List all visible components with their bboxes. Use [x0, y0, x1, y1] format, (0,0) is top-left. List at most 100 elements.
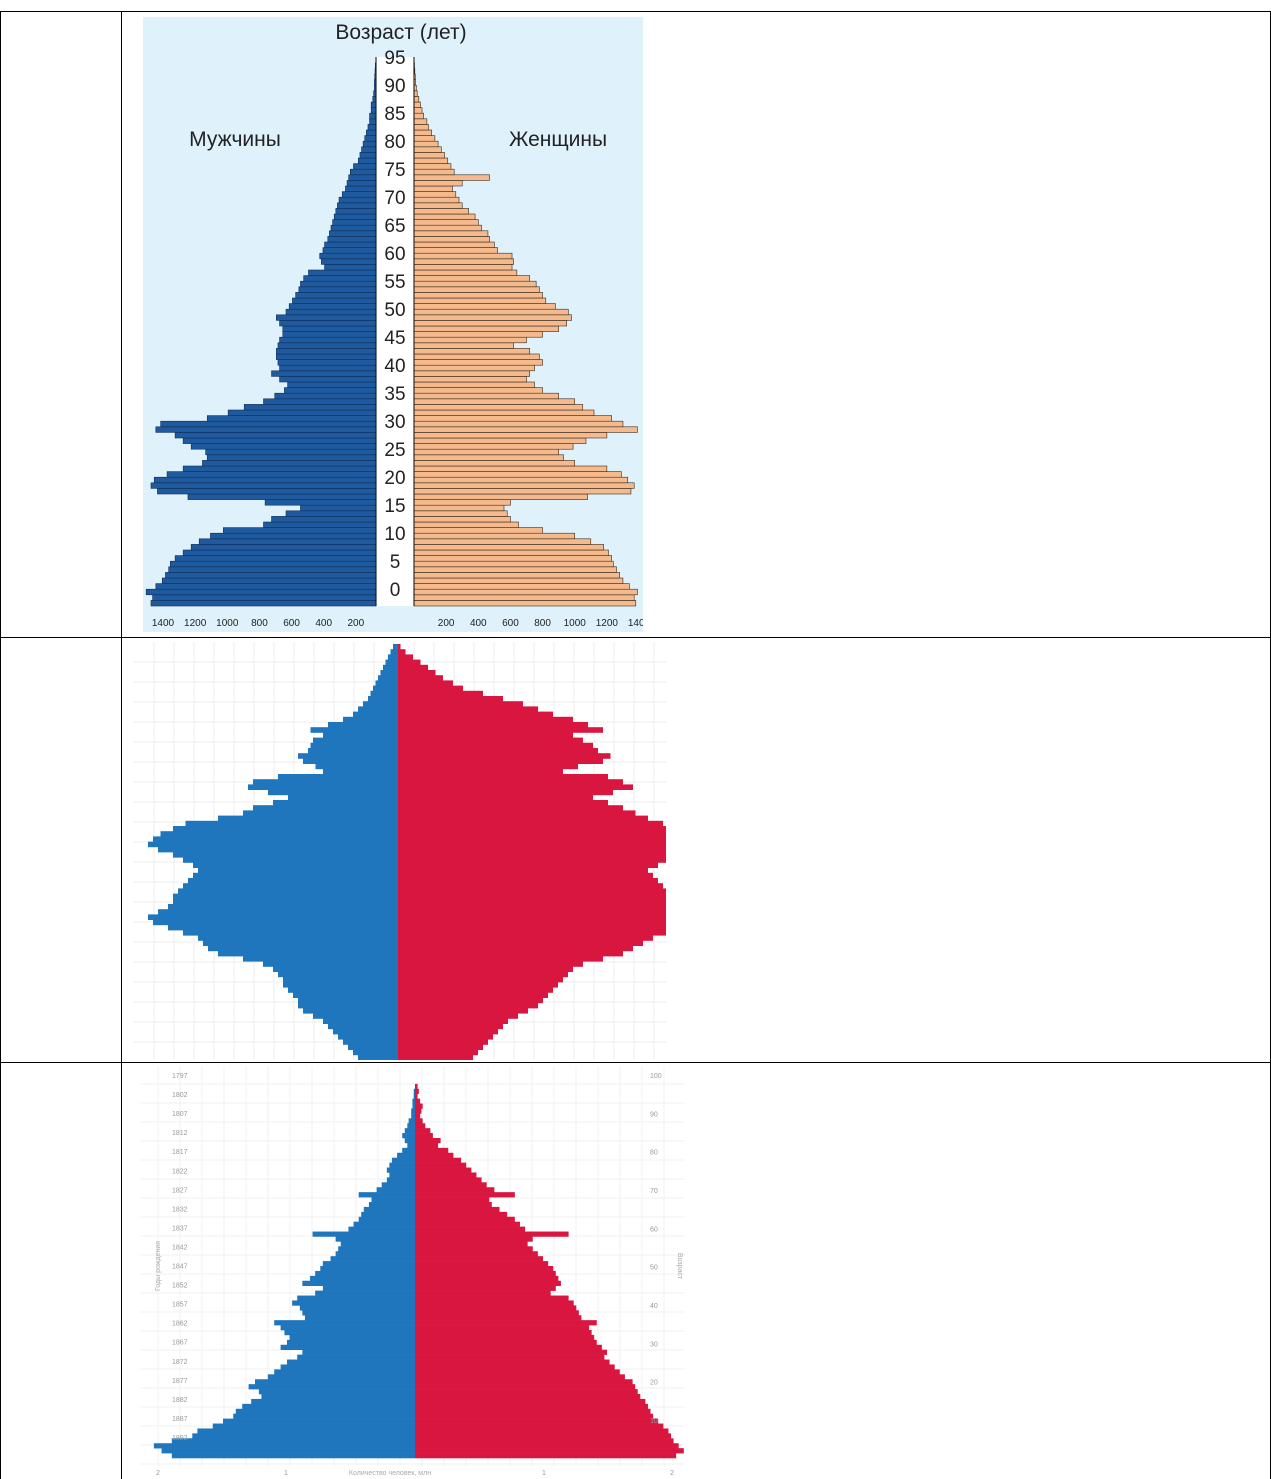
female-bar	[413, 135, 436, 142]
female-bar	[398, 701, 523, 707]
female-bar	[415, 1379, 633, 1385]
female-bar	[398, 898, 666, 905]
female-bar	[413, 437, 587, 444]
female-bar	[398, 862, 658, 868]
female-bar	[413, 577, 624, 584]
male-bar	[353, 1221, 415, 1227]
female-bar	[413, 482, 635, 489]
left-axis-label: 1882	[172, 1397, 188, 1404]
male-bar	[353, 163, 377, 170]
female-bar	[413, 342, 514, 349]
female-bar	[398, 727, 603, 733]
female-bar	[413, 314, 572, 321]
female-bar	[415, 1167, 472, 1173]
male-bar	[223, 1418, 415, 1424]
age-tick-label: 60	[384, 244, 405, 265]
female-bar	[415, 1177, 482, 1183]
male-bar	[369, 112, 377, 120]
male-bar	[358, 1192, 415, 1198]
female-bar	[398, 976, 563, 983]
x-tick-label: 200	[348, 618, 365, 629]
female-bar	[415, 1246, 533, 1252]
male-bar	[263, 961, 398, 967]
male-bar	[183, 857, 398, 863]
male-bar	[413, 1088, 415, 1094]
male-bar	[190, 443, 377, 450]
male-bar	[303, 275, 377, 282]
male-bar	[390, 649, 398, 655]
female-bar	[413, 348, 531, 355]
male-bar	[303, 1008, 398, 1014]
male-bar	[233, 1413, 415, 1419]
female-bar	[398, 654, 413, 660]
female-bar	[398, 748, 598, 754]
male-bar	[338, 1246, 415, 1252]
right-axis-label: 50	[650, 1265, 658, 1272]
right-axis-label: 10	[650, 1418, 658, 1425]
female-bar	[413, 258, 514, 265]
female-bar	[415, 1093, 418, 1099]
male-bar	[276, 314, 377, 321]
male-bar	[332, 219, 377, 226]
male-bar	[413, 1093, 415, 1099]
male-bar	[389, 1172, 415, 1178]
female-bar	[413, 140, 439, 148]
female-bar	[413, 107, 423, 114]
female-bar	[398, 852, 666, 858]
female-bar	[413, 364, 535, 372]
female-bar	[415, 1408, 651, 1414]
male-bar	[173, 852, 398, 858]
female-bar	[398, 753, 611, 759]
male-bar	[288, 794, 398, 801]
male-bar	[297, 1354, 415, 1360]
female-bar	[415, 1103, 423, 1109]
x-tick-label: 1000	[564, 618, 587, 629]
x-tick-label: 2	[156, 1470, 160, 1477]
male-bar	[361, 146, 377, 153]
male-bar	[335, 1251, 415, 1257]
female-bar	[398, 940, 643, 946]
male-bar	[243, 404, 377, 411]
male-bar	[380, 670, 398, 676]
female-bar	[398, 763, 578, 770]
female-bar	[413, 208, 469, 215]
male-bar	[329, 230, 377, 237]
male-bar	[198, 867, 398, 874]
female-bar	[415, 1389, 638, 1395]
female-bar	[398, 1028, 498, 1035]
female-bar	[398, 1054, 473, 1060]
male-bar	[182, 549, 377, 556]
female-bar	[415, 1162, 467, 1168]
female-bar	[398, 831, 666, 837]
female-bar	[415, 1413, 654, 1419]
female-bar	[415, 1108, 422, 1114]
age-tick-label: 95	[384, 48, 405, 69]
female-bar	[413, 476, 629, 484]
female-bar	[415, 1251, 538, 1257]
female-bar	[398, 1044, 483, 1050]
female-bar	[398, 956, 603, 962]
left-axis-label: 1817	[172, 1149, 188, 1156]
female-bar	[398, 1018, 508, 1024]
female-bar	[398, 945, 633, 952]
age-tick-label: 10	[384, 524, 405, 545]
female-bar	[398, 1002, 538, 1009]
female-bar	[398, 774, 608, 780]
male-bar	[193, 862, 398, 868]
male-bar	[267, 1374, 415, 1380]
female-bar	[415, 1197, 490, 1203]
female-bar	[413, 118, 428, 125]
female-bar	[398, 779, 623, 785]
table-border-top	[0, 11, 1271, 12]
male-bar	[261, 1394, 415, 1400]
female-bar	[413, 448, 559, 456]
male-bar	[182, 465, 377, 472]
male-bar	[284, 1330, 415, 1336]
male-bar	[362, 140, 377, 148]
female-bar	[398, 794, 593, 801]
male-bar	[312, 1231, 415, 1237]
female-bar	[415, 1295, 569, 1301]
male-bar	[337, 202, 377, 209]
right-axis-label: 80	[650, 1150, 658, 1157]
female-bar	[413, 532, 576, 540]
